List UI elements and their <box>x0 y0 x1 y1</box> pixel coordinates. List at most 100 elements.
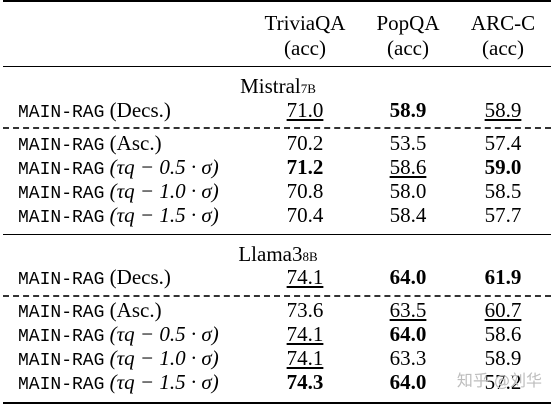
cell-value: 70.2 <box>286 131 324 155</box>
cell-triviaqa: 71.0 <box>263 98 347 122</box>
method-variant: (τq − 1.5 · σ) <box>109 203 219 227</box>
cell-value: 58.0 <box>389 179 427 203</box>
cell-arc-c: 57.4 <box>461 131 545 155</box>
model-name: Mistral <box>240 74 301 98</box>
top-rule <box>3 0 551 2</box>
cell-arc-c: 58.9 <box>461 98 545 122</box>
cell-popqa: 58.9 <box>366 98 450 122</box>
header-name: PopQA <box>376 11 440 35</box>
header-metric: (acc) <box>387 36 429 60</box>
method-name: MAIN-RAG <box>18 270 105 290</box>
row-label: MAIN-RAG (τq − 1.5 · σ) <box>18 370 219 397</box>
method-variant: (τq − 1.5 · σ) <box>109 370 219 394</box>
method-name: MAIN-RAG <box>18 136 105 156</box>
header-name: TriviaQA <box>264 11 346 35</box>
header-rule <box>3 66 551 67</box>
cell-value: 58.4 <box>389 203 427 227</box>
group-title-mistral: Mistral7B <box>0 74 556 101</box>
cell-popqa: 53.5 <box>366 131 450 155</box>
table-row: MAIN-RAG (τq − 1.0 · σ) 70.8 58.0 58.5 <box>0 179 556 206</box>
cell-popqa: 64.0 <box>366 370 450 394</box>
row-label: MAIN-RAG (Asc.) <box>18 131 162 158</box>
table-row: MAIN-RAG (Decs.) 74.1 64.0 61.9 <box>0 265 556 292</box>
group-title-llama: Llama38B <box>0 242 556 269</box>
cell-value: 70.8 <box>286 179 324 203</box>
cell-arc-c: 58.6 <box>461 322 545 346</box>
cell-arc-c: 57.7 <box>461 203 545 227</box>
cell-value: 71.0 <box>286 98 324 122</box>
cell-value: 64.0 <box>389 265 427 289</box>
cell-popqa: 58.6 <box>366 155 450 179</box>
row-label: MAIN-RAG (Decs.) <box>18 265 171 292</box>
method-name: MAIN-RAG <box>18 103 105 123</box>
table-row: MAIN-RAG (Asc.) 73.6 63.5 60.7 <box>0 298 556 323</box>
cell-triviaqa: 70.2 <box>263 131 347 155</box>
cell-popqa: 58.4 <box>366 203 450 227</box>
watermark: 知乎 @刘华 <box>456 371 542 390</box>
method-variant: (Decs.) <box>109 265 171 289</box>
method-name: MAIN-RAG <box>18 160 105 180</box>
cell-value: 73.6 <box>286 298 324 322</box>
table-row: MAIN-RAG (τq − 0.5 · σ) 71.2 58.6 59.0 <box>0 155 556 182</box>
cell-value: 74.1 <box>286 322 324 346</box>
header-triviaqa: TriviaQA (acc) <box>255 11 355 61</box>
cell-value: 63.5 <box>389 298 427 322</box>
cell-popqa: 58.0 <box>366 179 450 203</box>
method-variant: (τq − 1.0 · σ) <box>109 179 219 203</box>
cell-value: 64.0 <box>389 322 427 346</box>
model-size: 7B <box>300 81 316 96</box>
llama-dashed-separator <box>3 295 551 297</box>
method-variant: (τq − 1.0 · σ) <box>109 346 219 370</box>
table-row: MAIN-RAG (τq − 1.0 · σ) 74.1 63.3 58.9 <box>0 346 556 373</box>
method-name: MAIN-RAG <box>18 375 105 395</box>
cell-popqa: 63.5 <box>366 298 450 322</box>
cell-value: 60.7 <box>484 298 522 322</box>
method-variant: (Decs.) <box>109 98 171 122</box>
cell-value: 74.3 <box>286 370 324 394</box>
row-label: MAIN-RAG (Decs.) <box>18 98 171 125</box>
cell-value: 57.7 <box>484 203 522 227</box>
table-row: MAIN-RAG (τq − 1.5 · σ) 74.3 64.0 57.2 <box>0 370 556 397</box>
cell-value: 58.9 <box>389 98 427 122</box>
cell-triviaqa: 70.4 <box>263 203 347 227</box>
cell-value: 64.0 <box>389 370 427 394</box>
header-metric: (acc) <box>284 36 326 60</box>
cell-value: 58.9 <box>484 346 522 370</box>
cell-value: 63.3 <box>389 346 427 370</box>
cell-value: 59.0 <box>484 155 522 179</box>
row-label: MAIN-RAG (τq − 1.0 · σ) <box>18 179 219 206</box>
row-label: MAIN-RAG (τq − 1.0 · σ) <box>18 346 219 373</box>
method-name: MAIN-RAG <box>18 303 105 323</box>
cell-value: 57.4 <box>484 131 522 155</box>
cell-value: 57.2 <box>484 370 522 394</box>
method-name: MAIN-RAG <box>18 184 105 204</box>
cell-arc-c: 61.9 <box>461 265 545 289</box>
cell-arc-c: 59.0 <box>461 155 545 179</box>
method-name: MAIN-RAG <box>18 351 105 371</box>
cell-triviaqa: 74.3 <box>263 370 347 394</box>
method-variant: (Asc.) <box>109 298 162 322</box>
cell-value: 58.5 <box>484 179 522 203</box>
cell-triviaqa: 74.1 <box>263 322 347 346</box>
cell-popqa: 64.0 <box>366 322 450 346</box>
header-metric: (acc) <box>482 36 524 60</box>
header-popqa: PopQA (acc) <box>358 11 458 61</box>
table-row: MAIN-RAG (τq − 0.5 · σ) 74.1 64.0 58.6 <box>0 322 556 347</box>
header-arc-c: ARC-C (acc) <box>453 11 553 61</box>
table-row: MAIN-RAG (Asc.) 70.2 53.5 57.4 <box>0 131 556 158</box>
cell-triviaqa: 74.1 <box>263 265 347 289</box>
cell-triviaqa: 70.8 <box>263 179 347 203</box>
cell-popqa: 64.0 <box>366 265 450 289</box>
table-row: MAIN-RAG (τq − 1.5 · σ) 70.4 58.4 57.7 <box>0 203 556 228</box>
cell-value: 74.1 <box>286 265 324 289</box>
method-variant: (τq − 0.5 · σ) <box>109 322 219 346</box>
cell-value: 58.9 <box>484 98 522 122</box>
method-name: MAIN-RAG <box>18 208 105 228</box>
row-label: MAIN-RAG (τq − 0.5 · σ) <box>18 155 219 182</box>
cell-arc-c: 58.5 <box>461 179 545 203</box>
cell-value: 70.4 <box>286 203 324 227</box>
cell-value: 58.6 <box>484 322 522 346</box>
method-variant: (τq − 0.5 · σ) <box>109 155 219 179</box>
cell-triviaqa: 71.2 <box>263 155 347 179</box>
cell-arc-c: 60.7 <box>461 298 545 322</box>
